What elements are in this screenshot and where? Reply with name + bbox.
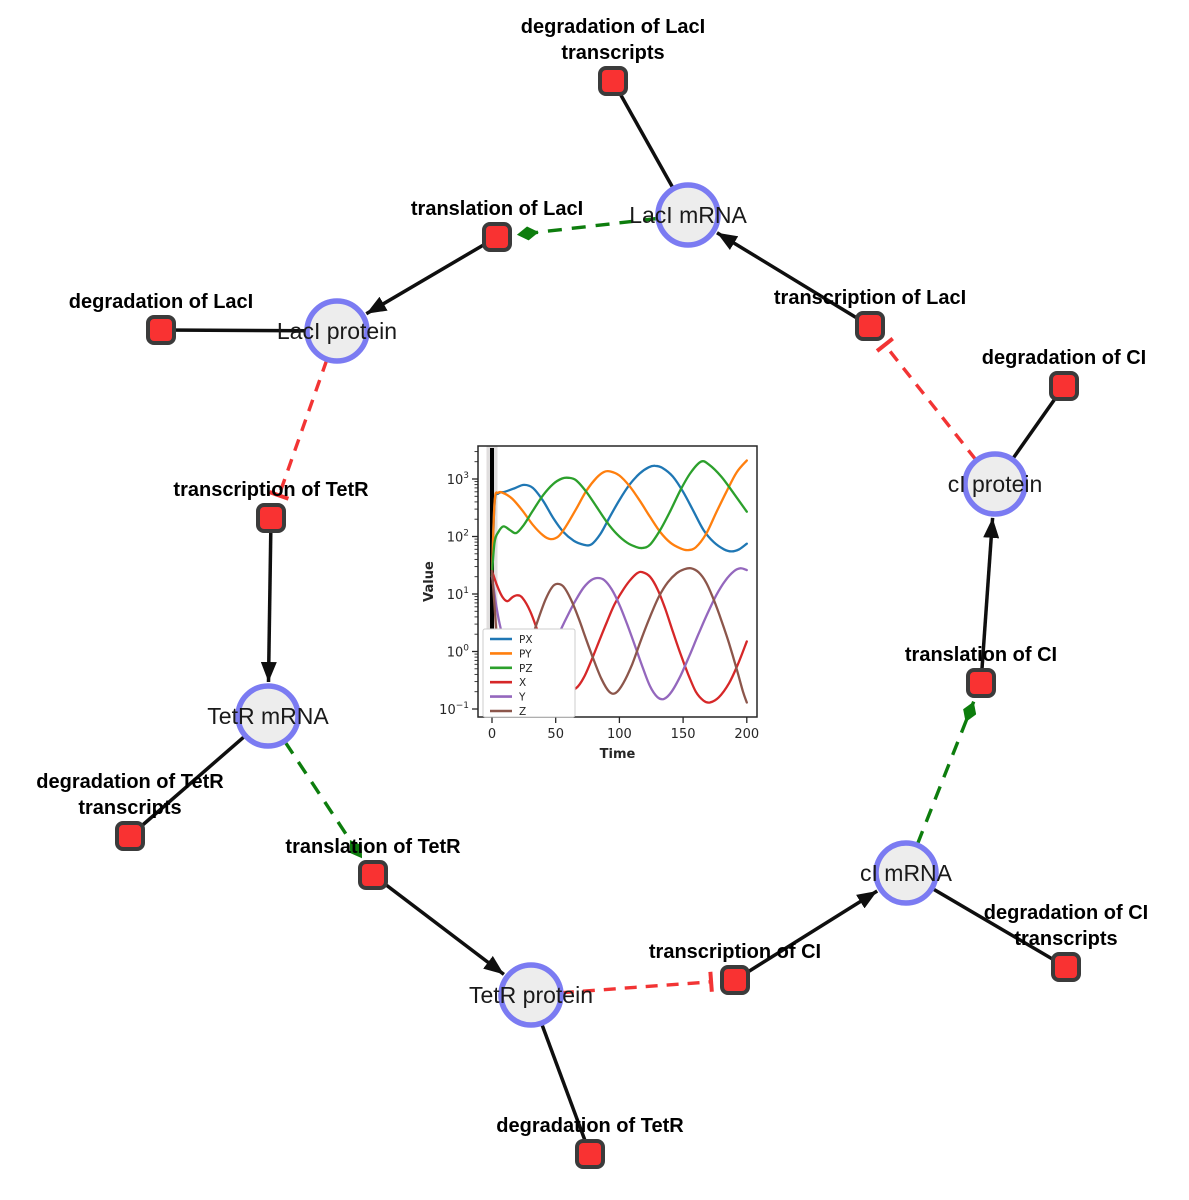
labels-layer: degradation of LacI transcripts translatio… [36,16,1148,1137]
reaction-label-deg_tetr_tx-line2: transcripts [78,797,181,819]
legend-label-x: X [519,677,526,689]
edge-laci_protein-deg_laci [160,328,307,333]
reaction-node-deg_ci [1049,371,1079,401]
species-label-laci_protein: LacI protein [277,318,397,344]
reaction-node-deg_laci_tx [598,66,628,96]
edge-tetr_mrna-deg_tetr_tx [128,734,246,838]
edge-txn_laci-laci_mrna [716,231,860,321]
reaction-label-deg_ci: degradation of CI [982,347,1146,369]
series-x [490,569,748,704]
reaction-label-deg_tetr: degradation of TetR [496,1115,684,1137]
series-pz [490,460,748,576]
edge-tetr_protein-deg_tetr [540,1023,592,1155]
reaction-node-txn_tetr [256,503,286,533]
reaction-label-txn_laci: transcription of LacI [774,287,966,309]
x-tick-label: 100 [607,727,632,742]
timeseries-inset-chart: 0 50 100 150 20010310210110010−1TimeValuePXP… [416,432,775,779]
nodes-layer [115,66,1081,1169]
x-tick-label: 150 [671,727,696,742]
edge-ci_protein-txn_laci [875,337,978,461]
edge-transl_ci-ci_protein [980,517,1000,671]
species-node-tetr_mrna [235,683,301,749]
chart-legend-box [482,628,576,718]
legend-label-z: Z [519,706,526,718]
species-node-laci_protein [304,298,370,364]
series-px [490,464,748,578]
reaction-label-deg_laci_tx-line1: degradation of LacI [521,16,705,38]
species-label-ci_mrna: cI mRNA [860,860,953,886]
species-node-laci_mrna [655,182,721,248]
reaction-label-deg_ci_tx-line1: degradation of CI [984,902,1148,924]
legend-label-pz: PZ [519,663,533,675]
x-tick-label: 200 [734,727,759,742]
legend-label-px: PX [519,634,533,646]
reaction-label-transl_laci: translation of LacI [411,198,583,220]
edge-transl_tetr-tetr_protein [382,881,505,976]
reaction-node-deg_tetr [575,1139,605,1169]
x-tick-label: 50 [547,727,564,742]
chart-ylabel: Value [422,561,437,602]
edge-transl_laci-laci_protein [365,242,487,316]
species-label-ci_protein: cI protein [948,471,1043,497]
reaction-label-transl_tetr: translation of TetR [285,836,461,858]
chart-frame [477,445,758,718]
reaction-node-deg_tetr_tx [115,821,145,851]
chart-xlabel: Time [600,747,636,762]
species-label-laci_mrna: LacI mRNA [629,202,747,228]
species-node-ci_mrna [873,840,939,906]
edge-laci_mrna-deg_laci_tx [611,80,675,189]
species-label-tetr_mrna: TetR mRNA [207,703,329,729]
reaction-node-txn_ci [720,965,750,995]
reaction-node-transl_laci [482,222,512,252]
species-node-ci_protein [962,451,1028,517]
reaction-label-txn_ci: transcription of CI [649,941,821,963]
edge-ci_mrna-deg_ci_tx [931,887,1067,969]
edge-ci_mrna-transl_ci [915,700,977,845]
reaction-node-transl_ci [966,668,996,698]
legend-label-y: Y [518,692,526,704]
x-tick-label: 0 [488,727,496,742]
legend-label-py: PY [519,648,532,660]
reaction-label-txn_tetr: transcription of TetR [173,479,369,501]
reaction-label-deg_tetr_tx-line1: degradation of TetR [36,771,224,793]
reaction-node-txn_laci [855,311,885,341]
reaction-node-deg_ci_tx [1051,952,1081,982]
edge-txn_tetr-tetr_mrna [260,530,277,683]
reaction-node-transl_tetr [358,860,388,890]
species-node-tetr_protein [498,962,564,1028]
reaction-label-transl_ci: translation of CI [905,644,1057,666]
species-label-tetr_protein: TetR protein [469,982,593,1008]
edge-laci_protein-txn_tetr [268,359,329,501]
edges-layer [128,80,1067,1155]
edge-txn_ci-ci_mrna [745,889,879,975]
reaction-label-deg_ci_tx-line2: transcripts [1014,928,1117,950]
reaction-label-deg_laci_tx-line2: transcripts [561,42,664,64]
chart-background [416,432,775,779]
reaction-node-deg_laci [146,315,176,345]
edge-tetr_protein-txn_ci [561,971,714,995]
series-py [490,459,748,578]
reaction-label-deg_laci: degradation of LacI [69,291,253,313]
